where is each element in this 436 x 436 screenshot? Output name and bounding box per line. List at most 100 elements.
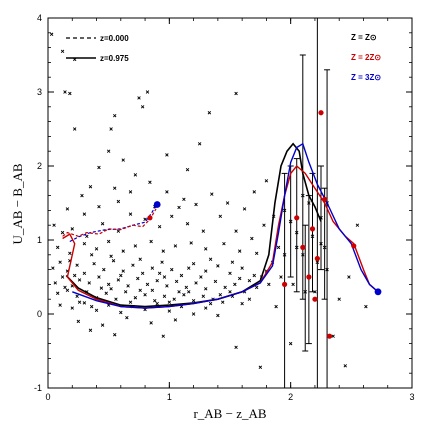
- galaxy-point: [155, 278, 159, 283]
- galaxy-point: [264, 179, 269, 183]
- galaxy-point: [167, 300, 172, 304]
- galaxy-point: [100, 323, 105, 327]
- galaxy-point: [157, 224, 162, 229]
- legend-left: z=0.000 z=0.975: [66, 34, 129, 63]
- galaxy-point: [247, 297, 252, 301]
- galaxy-point: [274, 304, 278, 309]
- legend-z0975-label: z=0.975: [100, 54, 129, 63]
- galaxy-point: [51, 266, 55, 270]
- galaxy-point: [237, 276, 242, 281]
- galaxy-point: [149, 239, 153, 244]
- galaxy-point: [160, 260, 164, 264]
- galaxy-point: [216, 313, 220, 318]
- galaxy-point: [150, 288, 155, 293]
- y-tick-label: 3: [37, 87, 42, 97]
- galaxy-point: [111, 259, 116, 263]
- galaxy-point: [228, 271, 232, 276]
- galaxy-point: [82, 241, 87, 246]
- galaxy-point: [126, 284, 130, 288]
- galaxy-point: [145, 282, 150, 287]
- galaxy-point: [53, 281, 57, 285]
- error-bars: [281, 17, 331, 388]
- error-bar-point: [288, 219, 293, 224]
- y-tick-label: -1: [34, 383, 42, 393]
- galaxy-point: [167, 309, 172, 313]
- galaxy-point: [104, 291, 108, 295]
- x-tick-label: 2: [288, 392, 293, 402]
- galaxy-point: [347, 275, 351, 279]
- galaxy-point: [234, 345, 238, 350]
- galaxy-point: [88, 328, 93, 332]
- galaxy-point: [119, 273, 123, 278]
- galaxy-point: [97, 165, 101, 170]
- galaxy-point: [157, 271, 162, 276]
- legend-z0-label: z=0.000: [100, 34, 129, 43]
- galaxy-point: [337, 297, 341, 301]
- y-axis-title: U_AB − B_AB: [10, 163, 25, 244]
- galaxy-point: [191, 312, 196, 316]
- galaxy-point: [94, 247, 99, 251]
- galaxy-point: [165, 284, 169, 288]
- galaxy-point: [70, 306, 74, 310]
- galaxy-point: [137, 96, 141, 100]
- galaxy-point: [82, 301, 87, 305]
- error-bar-point: [315, 260, 320, 265]
- red-marker: [326, 333, 333, 339]
- galaxy-point: [201, 229, 206, 233]
- galaxy-point: [143, 293, 147, 297]
- galaxy-point: [55, 245, 60, 250]
- y-tick-label: 0: [37, 309, 42, 319]
- galaxy-point: [88, 185, 93, 189]
- galaxy-point: [52, 223, 56, 227]
- galaxy-point: [291, 282, 295, 287]
- x-axis-title: r_AB − z_AB: [193, 406, 266, 421]
- legend-3z: Z = 3Z⊙: [351, 73, 381, 82]
- galaxy-point: [173, 244, 178, 248]
- galaxy-point: [267, 282, 271, 287]
- track-markers: [147, 110, 382, 339]
- galaxy-point: [72, 273, 77, 278]
- galaxy-point: [136, 276, 140, 281]
- galaxy-point: [279, 275, 283, 279]
- galaxy-point: [172, 297, 176, 301]
- blue-marker: [153, 201, 161, 208]
- track-2z-z0-dashed: [62, 208, 157, 237]
- error-bar-point: [282, 252, 287, 257]
- galaxy-point: [121, 249, 125, 253]
- galaxy-point: [77, 300, 82, 304]
- error-bar-point: [300, 193, 305, 198]
- galaxy-point: [364, 304, 368, 309]
- galaxy-point: [230, 260, 235, 264]
- galaxy-point: [252, 190, 256, 194]
- red-marker: [306, 274, 312, 280]
- galaxy-point: [182, 293, 186, 297]
- galaxy-point: [185, 222, 190, 226]
- galaxy-point: [204, 247, 208, 251]
- galaxy-point: [174, 279, 179, 284]
- galaxy-point: [109, 127, 113, 131]
- galaxy-point: [131, 263, 135, 267]
- y-tick-label: 2: [37, 161, 42, 171]
- track-3z-z0-dashed: [69, 202, 158, 243]
- red-marker: [282, 281, 288, 287]
- galaxy-point: [75, 294, 79, 298]
- galaxy-point: [128, 212, 133, 216]
- galaxy-point: [114, 297, 118, 301]
- galaxy-point: [145, 90, 150, 94]
- galaxy-point: [288, 341, 293, 346]
- galaxy-point: [49, 32, 54, 36]
- galaxy-point: [68, 91, 72, 96]
- galaxy-point: [133, 244, 138, 248]
- galaxy-point: [237, 249, 242, 253]
- red-marker: [300, 244, 306, 250]
- galaxy-point: [258, 365, 263, 369]
- galaxy-point: [82, 212, 87, 216]
- galaxy-point: [218, 214, 223, 219]
- galaxy-point: [97, 204, 101, 209]
- galaxy-point: [204, 287, 208, 291]
- galaxy-point: [133, 296, 138, 300]
- galaxy-point: [92, 261, 96, 266]
- red-marker: [351, 243, 357, 249]
- galaxy-point: [65, 207, 70, 211]
